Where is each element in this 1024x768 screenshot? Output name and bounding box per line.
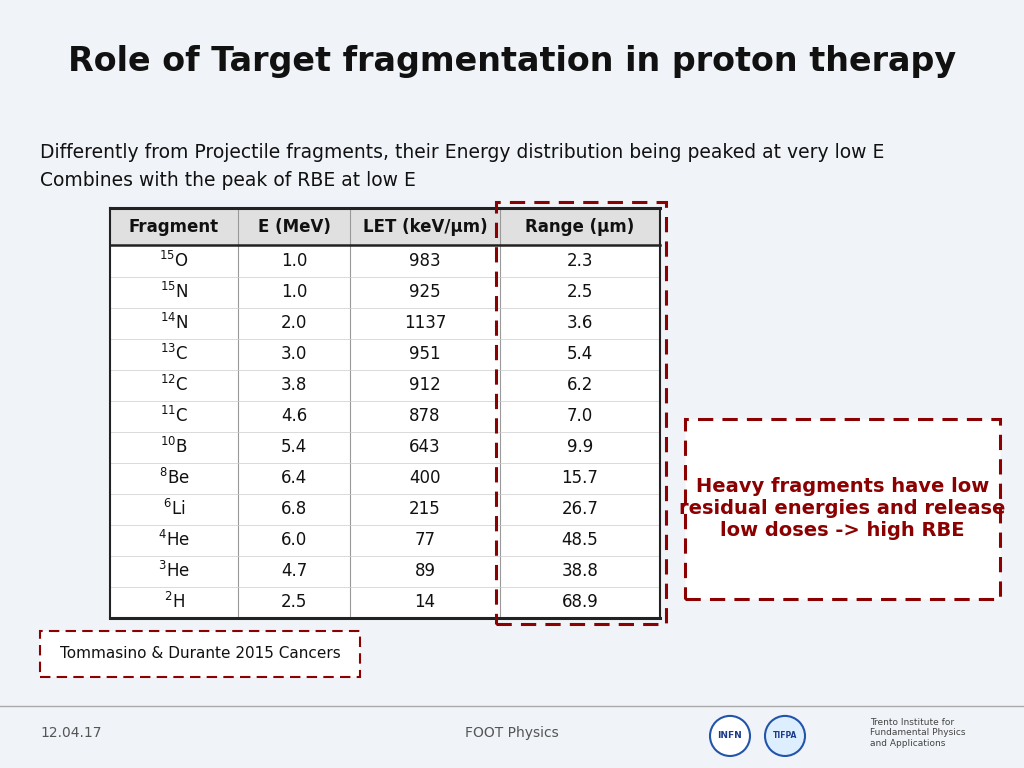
- Text: 1137: 1137: [403, 314, 446, 332]
- Text: Combines with the peak of RBE at low E: Combines with the peak of RBE at low E: [40, 171, 416, 190]
- Text: 3.8: 3.8: [281, 376, 307, 394]
- Text: 7.0: 7.0: [567, 407, 593, 425]
- Text: $^{10}$B: $^{10}$B: [160, 437, 187, 457]
- Text: $^{15}$O: $^{15}$O: [159, 251, 188, 271]
- Text: 6.8: 6.8: [281, 500, 307, 518]
- Text: 2.5: 2.5: [567, 283, 593, 301]
- Text: TIFPA: TIFPA: [773, 731, 798, 740]
- Bar: [496, 203, 666, 624]
- Text: 983: 983: [410, 252, 440, 270]
- Text: 5.4: 5.4: [567, 345, 593, 363]
- Text: LET (keV/μm): LET (keV/μm): [362, 218, 487, 236]
- Text: 3.6: 3.6: [567, 314, 593, 332]
- Text: $^{8}$Be: $^{8}$Be: [159, 468, 189, 488]
- Text: $^{4}$He: $^{4}$He: [158, 530, 190, 551]
- Text: $^{2}$H: $^{2}$H: [164, 592, 184, 612]
- Text: 15.7: 15.7: [561, 469, 598, 487]
- Text: 26.7: 26.7: [561, 500, 598, 518]
- Text: 68.9: 68.9: [561, 594, 598, 611]
- Text: 6.4: 6.4: [281, 469, 307, 487]
- Circle shape: [710, 716, 750, 756]
- Text: Role of Target fragmentation in proton therapy: Role of Target fragmentation in proton t…: [68, 45, 956, 78]
- Text: 643: 643: [410, 439, 440, 456]
- Text: $^{6}$Li: $^{6}$Li: [163, 499, 185, 519]
- Text: E (MeV): E (MeV): [258, 218, 331, 236]
- Text: Tommasino & Durante 2015 Cancers: Tommasino & Durante 2015 Cancers: [59, 647, 340, 661]
- Text: INFN: INFN: [718, 731, 742, 740]
- Text: $^{15}$N: $^{15}$N: [160, 282, 188, 302]
- Text: 89: 89: [415, 562, 435, 581]
- Text: 9.9: 9.9: [567, 439, 593, 456]
- Text: 3.0: 3.0: [281, 345, 307, 363]
- Text: 5.4: 5.4: [281, 439, 307, 456]
- Text: 1.0: 1.0: [281, 252, 307, 270]
- Text: 77: 77: [415, 531, 435, 549]
- Text: FOOT Physics: FOOT Physics: [465, 726, 559, 740]
- Text: 215: 215: [410, 500, 441, 518]
- Text: 48.5: 48.5: [561, 531, 598, 549]
- Text: Range (μm): Range (μm): [525, 218, 635, 236]
- Text: 400: 400: [410, 469, 440, 487]
- Text: $^{11}$C: $^{11}$C: [160, 406, 188, 426]
- Bar: [685, 419, 1000, 599]
- Text: Differently from Projectile fragments, their Energy distribution being peaked at: Differently from Projectile fragments, t…: [40, 144, 885, 162]
- Text: 2.0: 2.0: [281, 314, 307, 332]
- Text: $^{12}$C: $^{12}$C: [160, 375, 188, 396]
- Text: 4.7: 4.7: [281, 562, 307, 581]
- Text: 2.3: 2.3: [566, 252, 593, 270]
- Bar: [40, 631, 360, 677]
- Text: Heavy fragments have low
residual energies and release
low doses -> high RBE: Heavy fragments have low residual energi…: [679, 477, 1006, 540]
- Text: 951: 951: [410, 345, 440, 363]
- Text: 14: 14: [415, 594, 435, 611]
- Text: 912: 912: [410, 376, 441, 394]
- Text: 4.6: 4.6: [281, 407, 307, 425]
- Text: 6.2: 6.2: [567, 376, 593, 394]
- Circle shape: [765, 716, 805, 756]
- Text: Trento Institute for
Fundamental Physics
and Applications: Trento Institute for Fundamental Physics…: [870, 718, 966, 748]
- Text: 12.04.17: 12.04.17: [40, 726, 101, 740]
- Text: 38.8: 38.8: [561, 562, 598, 581]
- Text: 1.0: 1.0: [281, 283, 307, 301]
- Text: Fragment: Fragment: [129, 218, 219, 236]
- Text: $^{14}$N: $^{14}$N: [160, 313, 188, 333]
- Text: 925: 925: [410, 283, 440, 301]
- Bar: [110, 208, 660, 246]
- Text: 878: 878: [410, 407, 440, 425]
- Bar: [110, 208, 660, 617]
- Text: $^{13}$C: $^{13}$C: [160, 344, 188, 364]
- Text: 2.5: 2.5: [281, 594, 307, 611]
- Text: $^{3}$He: $^{3}$He: [158, 561, 190, 581]
- Text: 6.0: 6.0: [281, 531, 307, 549]
